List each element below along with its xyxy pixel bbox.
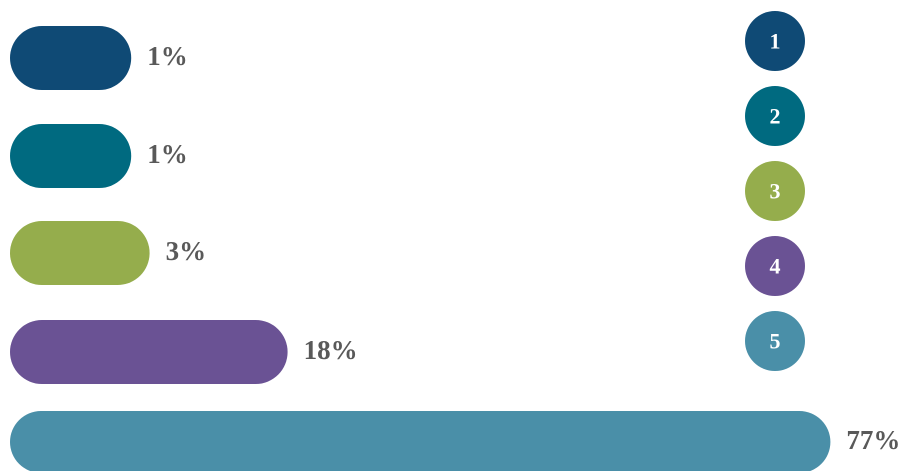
legend-label: 1 bbox=[770, 29, 781, 54]
legend-marker bbox=[745, 86, 805, 146]
value-label: 18% bbox=[304, 335, 358, 365]
value-label: 1% bbox=[147, 139, 188, 169]
legend-marker bbox=[745, 11, 805, 71]
bar bbox=[10, 26, 132, 90]
legend-label: 2 bbox=[770, 104, 781, 129]
bar bbox=[10, 221, 150, 285]
legend-label: 3 bbox=[770, 179, 781, 204]
bar bbox=[10, 411, 831, 471]
legend-marker bbox=[745, 161, 805, 221]
legend-marker bbox=[745, 236, 805, 296]
value-label: 3% bbox=[166, 236, 207, 266]
legend-marker bbox=[745, 311, 805, 371]
bar bbox=[10, 320, 288, 384]
legend-label: 5 bbox=[770, 329, 781, 354]
legend-label: 4 bbox=[770, 254, 781, 279]
bar bbox=[10, 124, 132, 188]
value-label: 1% bbox=[147, 41, 188, 71]
value-label: 77% bbox=[846, 425, 900, 455]
